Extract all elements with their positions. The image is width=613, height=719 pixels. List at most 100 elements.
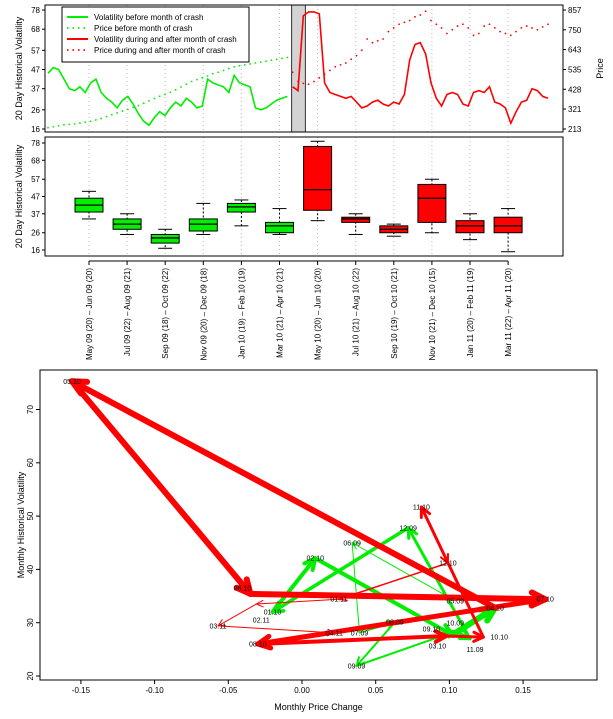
arrow-01.10-to-02.10 — [270, 556, 318, 615]
price-point — [105, 115, 108, 118]
price-point — [275, 58, 278, 61]
point-label: 01.10 — [264, 610, 282, 617]
point-label: 04.11 — [326, 630, 343, 637]
price-point — [541, 26, 544, 28]
y-right-tick-label: 321 — [568, 105, 582, 114]
y-right-tick-label: 857 — [568, 6, 582, 15]
x-axis-label: Monthly Price Change — [274, 702, 363, 712]
y-right-axis-label: Price — [595, 58, 605, 79]
y-tick-label: 78 — [31, 139, 40, 148]
arrow-shaft — [338, 562, 449, 600]
price-point — [169, 91, 172, 94]
price-point — [211, 72, 214, 75]
price-point — [222, 69, 225, 72]
price-point — [509, 34, 512, 37]
legend-label: Price during and after month of crash — [94, 46, 226, 55]
x-tick-label: 0.00 — [294, 686, 310, 695]
y-tick-label: 37 — [31, 85, 40, 94]
point-label: 01.11 — [330, 597, 347, 604]
box — [150, 233, 180, 244]
box-12 — [493, 208, 523, 253]
price-point — [531, 27, 533, 29]
price-point — [392, 27, 395, 29]
x-tick-label: -0.10 — [145, 686, 164, 695]
y-tick-label: 30 — [26, 618, 35, 627]
y-tick-label: 40 — [26, 564, 35, 573]
price-point — [153, 97, 156, 100]
point-label: 03.10 — [429, 643, 447, 650]
arrow-shaft — [255, 596, 548, 647]
price-point — [440, 27, 443, 29]
point-label: 05.09 — [447, 598, 465, 605]
arrow-shaft — [449, 604, 499, 638]
price-point — [196, 78, 198, 81]
arrow-11.10-to-12.10 — [420, 506, 449, 565]
point-label: 08.10 — [249, 642, 267, 649]
price-point — [366, 38, 369, 40]
y-right-tick-label: 428 — [568, 85, 582, 94]
arrow-shaft — [255, 598, 340, 605]
y-right-tick-label: 535 — [568, 66, 582, 75]
x-tick-label: Sep 10 (19) – Oct 10 (21) — [390, 268, 399, 359]
price-point — [233, 65, 236, 68]
price-point — [100, 117, 103, 120]
point-label: 07.09 — [351, 630, 369, 637]
box-2 — [112, 213, 142, 235]
x-tick-label: Jul 10 (21) – Aug 10 (22) — [352, 268, 361, 356]
price-point — [355, 54, 358, 57]
price-point — [419, 14, 422, 16]
legend-box — [61, 6, 250, 63]
price-point — [137, 104, 140, 107]
point-label: 10.09 — [447, 621, 465, 628]
series-line — [47, 66, 288, 127]
price-point — [477, 32, 480, 35]
plot-frame — [39, 369, 598, 681]
price-point — [47, 126, 49, 129]
price-point — [307, 83, 310, 86]
price-point — [382, 38, 385, 40]
price-point — [259, 61, 262, 64]
price-point — [63, 124, 65, 126]
box — [265, 221, 294, 234]
y-right-tick-label: 750 — [568, 26, 582, 35]
price-point — [227, 67, 230, 70]
price-point — [504, 32, 507, 35]
y-axis-label: 20 Day Historical Volatility — [14, 144, 24, 248]
x-tick-label: -0.05 — [219, 686, 238, 695]
price-point — [414, 15, 416, 18]
price-point — [424, 10, 427, 13]
point-label: 09.10 — [423, 627, 441, 634]
price-point — [164, 93, 166, 96]
y-tick-label: 47 — [31, 193, 40, 202]
legend: Volatility before month of crash Price be… — [61, 6, 250, 63]
y-tick-label: 68 — [31, 156, 40, 165]
price-point — [323, 73, 326, 76]
price-point — [52, 125, 55, 128]
box — [188, 218, 218, 232]
price-point — [456, 25, 459, 27]
arrow-shaft — [69, 378, 254, 597]
price-point — [472, 34, 475, 37]
price-point — [265, 60, 267, 63]
price-point — [435, 23, 438, 26]
y-tick-label: 16 — [31, 125, 40, 134]
price-point — [499, 30, 502, 33]
x-tick-label: Nov 09 (20) – Dec 09 (18) — [199, 268, 208, 361]
price-point — [94, 119, 97, 121]
point-label: 02.10 — [307, 556, 325, 563]
price-point — [121, 110, 124, 112]
price-point — [243, 63, 246, 66]
price-point — [142, 102, 145, 105]
price-point — [238, 64, 241, 67]
price-point — [281, 57, 283, 60]
y-tick-label: 78 — [31, 6, 40, 15]
x-tick-label: 0.15 — [515, 686, 531, 695]
y-axis-label: 20 Day Historical Volatility — [14, 16, 24, 120]
y-tick-label: 60 — [26, 458, 35, 467]
arrow-head — [326, 628, 335, 637]
price-point — [89, 120, 92, 123]
price-point — [451, 28, 454, 31]
scatter-panel: -0.15 -0.10 -0.05 0.00 0.05 0.10 0.15 20 30 40 50 6… — [16, 369, 598, 712]
point-label: 10.10 — [491, 635, 509, 642]
